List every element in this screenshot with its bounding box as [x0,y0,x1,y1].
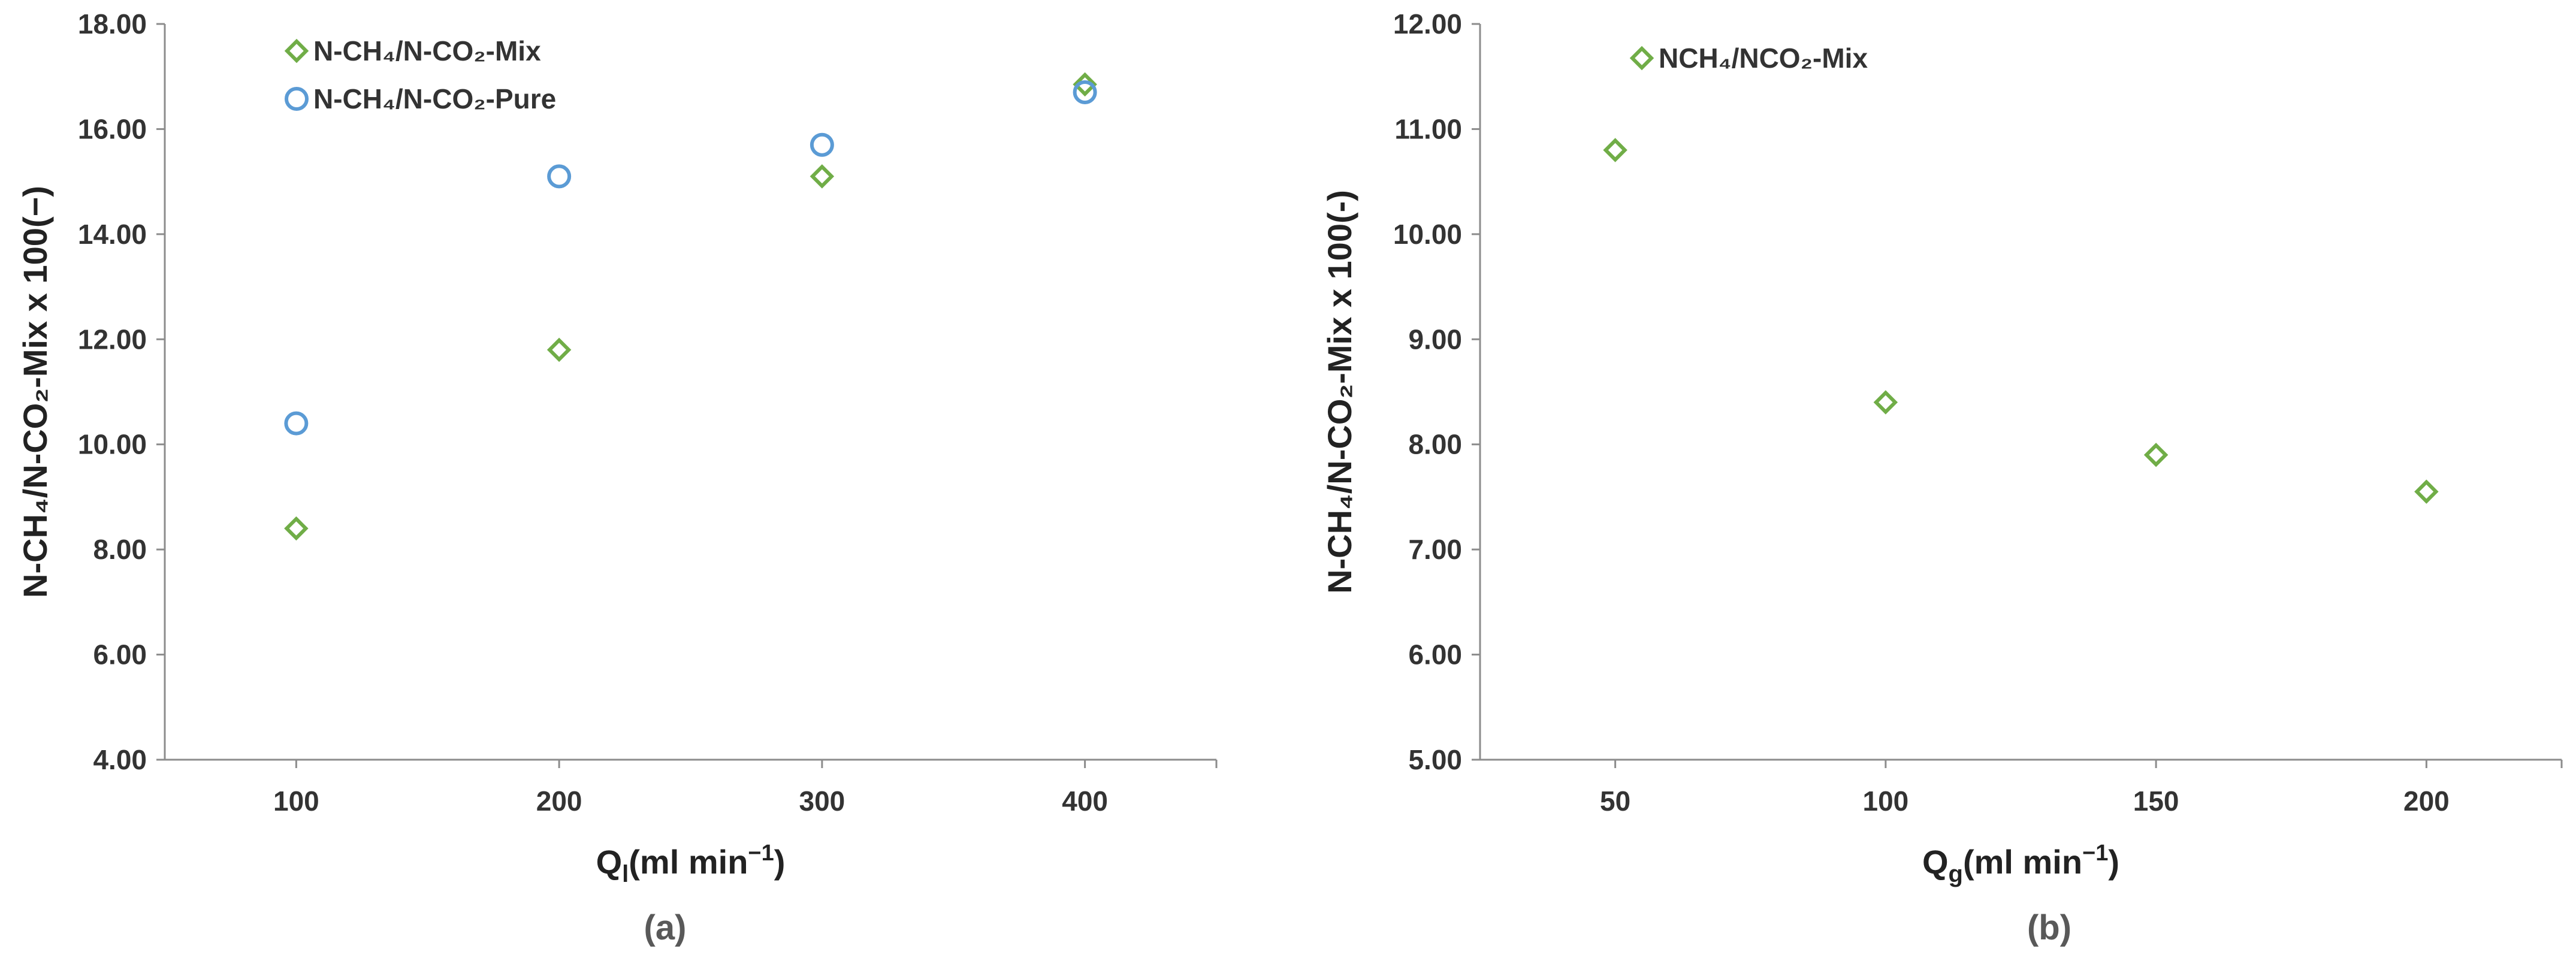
legend-marker [285,87,309,111]
series-1 [284,80,1097,436]
y-tick-label: 16.00 [78,113,147,144]
data-point [2414,479,2439,504]
data-point [1073,72,1097,97]
data-point [284,411,309,436]
x-tick-label: 100 [1863,785,1909,817]
legend-entry: N-CH₄/N-CO₂-Pure [285,83,556,114]
data-point [284,516,309,541]
data-point [810,132,834,157]
data-point [810,164,835,189]
legend-entry: NCH₄/NCO₂-Mix [1629,43,1868,74]
y-tick-label: 10.00 [78,429,147,460]
data-point [1073,80,1097,105]
y-tick-label: 10.00 [1393,219,1462,250]
x-tick-label: 300 [799,785,845,817]
x-tick-label: 200 [2403,785,2450,817]
series-0 [1603,138,2439,504]
y-tick-label: 14.00 [78,219,147,250]
y-tick-label: 8.00 [93,534,147,565]
y-tick-label: 18.00 [78,8,147,40]
y-tick-label: 6.00 [93,639,147,670]
y-tick-label: 11.00 [1394,113,1462,144]
y-tick-label: 6.00 [1408,639,1462,670]
y-tick-label: 12.00 [1393,8,1462,40]
legend-entry: N-CH₄/N-CO₂-Mix [284,35,541,67]
x-tick-label: 200 [536,785,582,817]
y-tick-label: 7.00 [1408,534,1462,565]
y-tick-label: 4.00 [93,744,147,775]
series-0 [284,72,1097,541]
x-axis-title: Qg(ml min−1) [1922,841,2119,887]
x-tick-label: 100 [273,785,319,817]
y-axis-title: N-CH₄/N-CO₂-Mix x 100(−) [16,186,54,598]
data-point [547,164,572,189]
y-tick-label: 5.00 [1408,744,1462,775]
legend-label: NCH₄/NCO₂-Mix [1659,43,1868,74]
data-point [1603,138,1627,162]
legend-marker [1629,46,1654,71]
figure-caption: (a) [644,908,687,947]
y-tick-label: 9.00 [1408,324,1462,355]
x-axis-title: Ql(ml min−1) [596,841,786,887]
legend-marker [284,38,309,64]
data-point [546,337,572,362]
figure-caption: (b) [2027,908,2071,947]
data-point [1873,390,1898,415]
x-tick-label: 50 [1600,785,1630,817]
chart-1: 5.00 6.00 7.00 8.00 9.00 10.00 11.00 12.00 50 100… [1321,8,2563,947]
chart-0: 4.00 6.00 8.00 10.00 12.00 14.00 16.00 18.00 100… [16,8,1218,947]
x-tick-label: 150 [2133,785,2179,817]
x-tick-label: 400 [1062,785,1108,817]
data-point [2143,443,2169,467]
y-axis-title: N-CH₄/N-CO₂-Mix x 100(-) [1321,190,1358,594]
legend-label: N-CH₄/N-CO₂-Pure [313,83,556,114]
y-tick-label: 8.00 [1408,429,1462,460]
y-tick-label: 12.00 [78,324,147,355]
legend-label: N-CH₄/N-CO₂-Mix [313,35,541,67]
